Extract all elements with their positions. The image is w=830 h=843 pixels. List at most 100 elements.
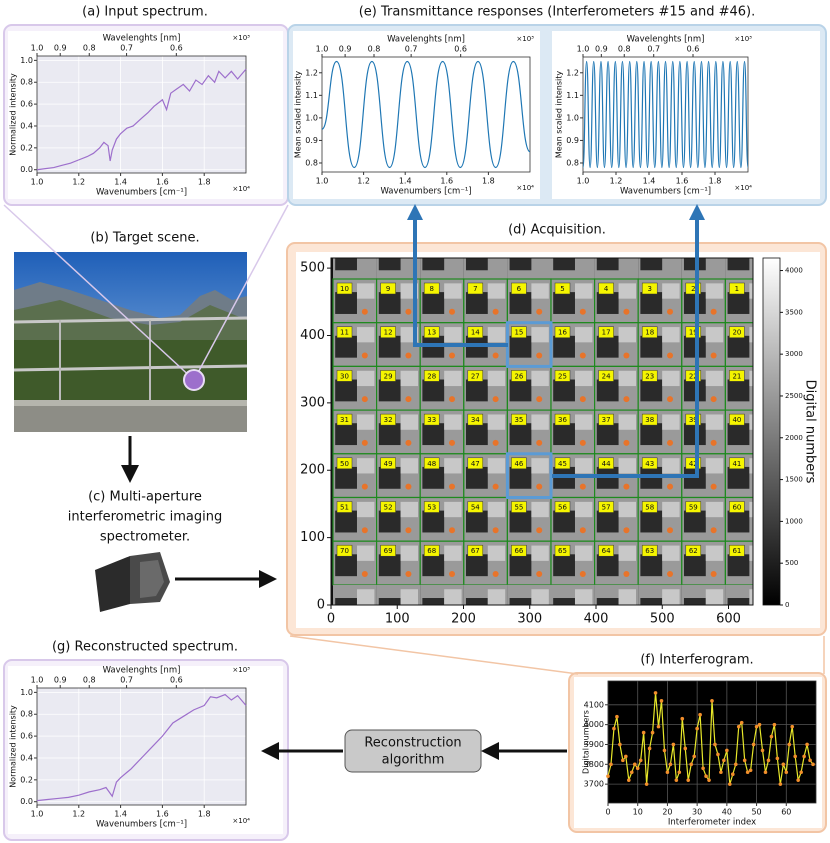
y-tick-label: 1.1	[305, 91, 318, 100]
x-tick-label: 500	[650, 612, 675, 627]
x2-axis-title: Wavelenghts [nm]	[627, 35, 705, 45]
tile-shade	[727, 423, 750, 446]
point	[751, 742, 756, 747]
tile-label: 70	[340, 547, 349, 555]
target-dot	[536, 527, 543, 534]
series-line	[36, 68, 247, 171]
tile-light	[749, 414, 753, 430]
point	[790, 724, 795, 729]
plot-area	[37, 56, 246, 173]
tile-label: 53	[427, 504, 436, 512]
target-dot	[405, 308, 412, 315]
tile-shade	[335, 466, 357, 489]
tile-label: 32	[384, 416, 393, 424]
target-dot	[623, 396, 630, 403]
x-tick-label: 1.0	[316, 177, 329, 186]
x2-tick-label: 0.9	[595, 45, 608, 54]
tile-label-box	[641, 457, 658, 470]
tile-light	[487, 283, 506, 299]
tile-shade	[465, 466, 488, 489]
x2-tick-label: 0.7	[120, 676, 133, 685]
tile-light	[705, 501, 724, 518]
target-dot	[667, 527, 674, 534]
point	[728, 782, 732, 786]
algorithm-label: algorithm	[382, 753, 445, 768]
point	[624, 754, 628, 759]
tile-label: 25	[558, 372, 567, 380]
point	[677, 770, 682, 775]
tile-label: 1	[735, 285, 739, 293]
tile-shade	[422, 466, 445, 489]
point	[731, 772, 735, 777]
point	[695, 726, 699, 731]
tile-label: 37	[602, 416, 611, 424]
tile-light	[618, 458, 637, 474]
tile-label-box	[467, 544, 484, 557]
point	[781, 762, 786, 767]
tile-light	[356, 370, 375, 387]
tile-label: 49	[384, 460, 393, 468]
point	[662, 748, 667, 753]
tile-label: 63	[645, 547, 654, 555]
tile-light	[444, 589, 462, 605]
y-tick-label: 0	[317, 598, 325, 613]
x2-tick-label: 0.8	[83, 676, 96, 685]
plot-frame	[321, 56, 531, 173]
x-tick-label: 600	[716, 612, 741, 627]
tile-light	[531, 283, 549, 299]
tile-label: 13	[427, 329, 436, 337]
series-line	[36, 693, 247, 802]
tile-light	[487, 501, 506, 518]
target-dot	[710, 439, 717, 446]
x-tick-label: 10	[633, 808, 643, 817]
x2-tick-label: 0.6	[687, 45, 700, 54]
tile-shade	[378, 554, 401, 577]
point	[638, 758, 643, 763]
tile-label-box	[729, 501, 745, 513]
tile-label: 4	[604, 285, 609, 293]
tile-light	[531, 370, 549, 387]
tile-shade	[683, 510, 706, 533]
point	[627, 778, 631, 782]
zoom-line	[289, 635, 579, 675]
tile-label-box	[423, 370, 440, 382]
tile-shade	[640, 379, 663, 402]
target-dot	[623, 439, 630, 446]
tile-light	[444, 370, 462, 387]
tile-label-box	[641, 282, 658, 295]
tile-light	[444, 283, 462, 299]
tile-light	[487, 327, 506, 343]
tile-label-box	[598, 457, 614, 470]
tile-label-box	[467, 370, 484, 382]
tile-shade	[727, 292, 750, 314]
point	[615, 714, 619, 719]
tile-label: 58	[645, 504, 654, 512]
tile-shade	[378, 379, 401, 402]
tile-light	[356, 458, 375, 474]
tile-label-box	[380, 457, 396, 470]
tile-label: 69	[384, 547, 393, 555]
tile-light	[749, 589, 753, 605]
y-tick-label: 0.8	[20, 710, 33, 719]
tile-light	[574, 501, 593, 518]
tile-shade	[465, 554, 488, 577]
tile-label-box	[467, 326, 484, 338]
colorbar-title: Digital numbers	[803, 380, 818, 484]
tile-shade	[553, 598, 575, 605]
point	[772, 722, 777, 727]
tile-light	[531, 589, 549, 605]
tile-label-box	[380, 370, 396, 382]
tile-label-box	[685, 501, 702, 513]
tile-shade	[378, 292, 401, 314]
tile-shade	[509, 335, 532, 358]
tile-label: 39	[689, 416, 698, 424]
tile-label: 31	[340, 416, 349, 424]
tile-label: 27	[471, 372, 480, 380]
tile-light	[618, 414, 637, 430]
target-dot	[536, 483, 543, 490]
x2-tick-label: 0.9	[54, 676, 67, 685]
tile-label: 56	[558, 504, 567, 512]
x-tick-label: 1.0	[31, 810, 44, 819]
target-dot	[492, 483, 499, 490]
tile-shade	[422, 598, 445, 605]
